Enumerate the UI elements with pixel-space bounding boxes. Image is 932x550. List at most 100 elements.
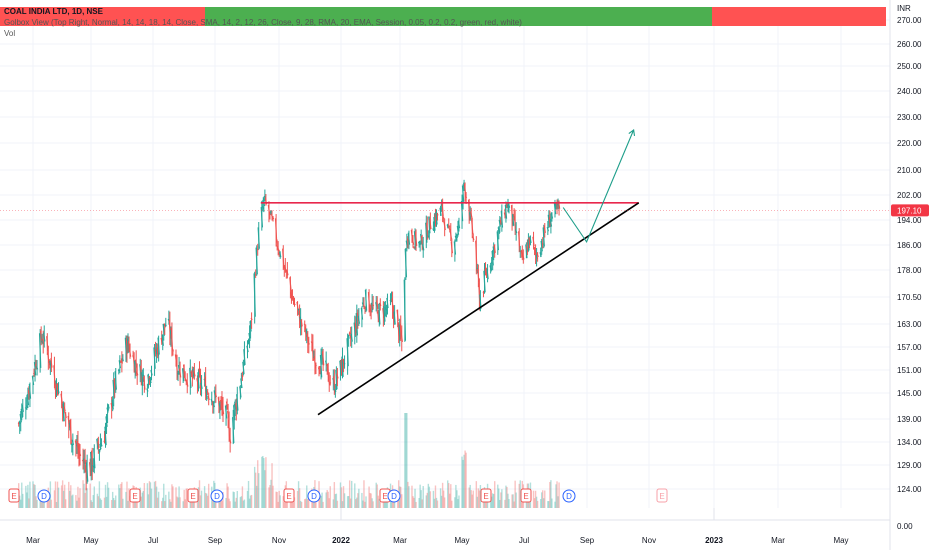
dividend-marker[interactable] [562,489,576,503]
candle-body [286,269,289,276]
price-tick-label: 202.00 [897,191,922,200]
candle-body [289,277,292,291]
volume-bar [451,500,453,508]
earnings-marker[interactable] [283,488,295,503]
volume-legend[interactable]: Vol [4,29,16,38]
indicator-legend[interactable]: Golbox View (Top Right, Normal, 14, 14, … [4,18,522,27]
candle-body [417,241,421,246]
candle-body [247,339,250,343]
candle-body [482,291,485,294]
volume-bar [299,500,302,508]
volume-bar [547,501,549,508]
candle-body [377,311,380,322]
volume-bar [470,490,472,508]
candle-body [113,379,116,391]
candle-body [83,458,87,465]
volume-bar [257,460,259,508]
candle-body [242,361,245,375]
candle-body [56,383,59,396]
volume-bar [60,485,63,508]
earnings-marker[interactable] [8,488,20,503]
volume-bar [504,499,506,508]
volume-bar [378,498,380,508]
volume-bar [125,491,127,508]
volume-bar [441,482,444,508]
volume-bar [469,484,471,508]
volume-bar [490,496,493,508]
candle-body [460,200,464,222]
volume-bar [422,486,424,508]
candle-body [186,379,189,387]
dividend-marker-label: D [566,492,572,501]
volume-bar [235,497,237,508]
price-tick-label: 186.00 [897,241,922,250]
candle-body [492,246,495,254]
grid [0,8,890,520]
dividend-marker[interactable] [210,489,224,503]
volume-bar [57,487,60,508]
candle-body [546,226,550,232]
volume-bar [54,481,57,508]
candle-body [53,365,56,386]
volume-bar [84,492,86,508]
candle-body [328,379,331,386]
candle-body [385,308,388,311]
candle-body [476,267,479,270]
candle-body [379,302,382,307]
earnings-marker[interactable] [129,488,141,503]
volume-bar [455,484,457,508]
volume-bar [71,495,73,508]
candle-body [321,351,325,366]
volume-bar [329,486,331,508]
candle-body [19,413,22,423]
symbol-title[interactable]: COAL INDIA LTD, 1D, NSE [4,7,103,16]
candle-body [228,436,232,444]
candle-body [213,390,217,398]
volume-bar [326,489,328,508]
volume-bar [107,487,110,508]
volume-bar [293,497,296,508]
earnings-marker[interactable] [520,488,532,503]
volume-bar [348,480,351,508]
candle-body [436,212,439,216]
candle-body [90,451,93,476]
candle-body [383,305,386,322]
candle-body [85,462,89,482]
candle-body [63,406,66,412]
candle-body [193,370,196,377]
volume-bar [550,480,552,508]
earnings-marker[interactable] [656,488,668,503]
volume-bar [300,501,303,508]
volume-bar [50,499,53,508]
volume-bar [429,491,432,508]
candle-body [32,372,36,375]
volume-bar [185,488,187,508]
volume-bar [312,501,314,508]
candle-body [298,310,301,328]
volume-bar [61,480,64,508]
candle-body [175,360,179,378]
volume-bar [461,456,463,508]
earnings-marker[interactable] [480,488,492,503]
earnings-marker[interactable] [187,488,199,503]
candle-body [314,364,317,367]
price-tick-label: 145.00 [897,389,922,398]
volume-bar [103,497,106,508]
dividend-marker[interactable] [307,489,321,503]
volume-bar [462,459,464,508]
dividend-marker[interactable] [387,489,401,503]
candle-body [403,279,407,341]
time-tick-label: 2022 [332,536,350,545]
candle-body [489,265,492,272]
dividend-marker[interactable] [37,489,51,503]
candle-body [93,448,96,469]
candle-body [392,308,395,323]
volume-bar [233,492,235,508]
candle-body [147,374,150,386]
candle-body [276,246,280,252]
volume-bar [106,482,109,508]
candle-body [21,404,24,412]
price-tick-label: 240.00 [897,87,922,96]
volume-bar [426,492,428,508]
